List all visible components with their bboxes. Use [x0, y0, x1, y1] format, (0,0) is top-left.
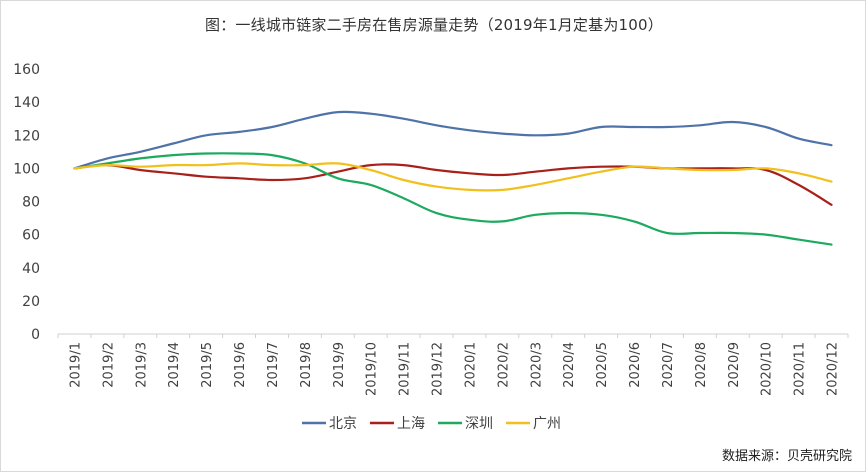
- x-tick-label: 2019/3: [134, 342, 149, 388]
- x-tick-label: 2020/3: [529, 342, 544, 388]
- y-tick-label: 160: [13, 62, 40, 78]
- x-tick-label: 2019/11: [398, 342, 413, 396]
- x-tick-label: 2019/12: [431, 342, 446, 396]
- x-tick-label: 2020/4: [562, 342, 577, 388]
- series-line-2: [73, 163, 833, 206]
- x-tick-label: 2019/10: [365, 342, 380, 396]
- x-tick-label: 2019/1: [68, 342, 83, 388]
- x-tick-label: 2019/9: [332, 342, 347, 388]
- chart-title: 图：一线城市链家二手房在售房源量走势（2019年1月定基为100）: [205, 16, 663, 34]
- legend-label: 广州: [533, 416, 561, 432]
- x-tick-label: 2020/1: [463, 342, 478, 388]
- series-line-1: [73, 110, 833, 170]
- x-tick-label: 2019/4: [167, 342, 182, 388]
- y-tick-label: 80: [22, 195, 40, 211]
- x-tick-label: 2019/2: [101, 342, 116, 388]
- legend-label: 北京: [329, 416, 357, 432]
- y-tick-label: 100: [13, 161, 40, 177]
- y-tick-label: 120: [13, 128, 40, 144]
- x-tick-label: 2020/12: [826, 342, 841, 396]
- data-source-note: 数据来源：贝壳研究院: [721, 449, 852, 464]
- y-tick-label: 140: [13, 95, 40, 111]
- x-tick-label: 2019/7: [266, 342, 281, 388]
- x-tick-label: 2020/11: [793, 342, 808, 396]
- x-tick-label: 2020/2: [496, 342, 511, 388]
- x-tick-label: 2019/8: [299, 342, 314, 388]
- x-tick-label: 2020/6: [628, 342, 643, 388]
- y-tick-label: 20: [22, 294, 40, 310]
- y-tick-label: 60: [22, 228, 40, 244]
- x-tick-label: 2019/5: [200, 342, 215, 388]
- x-tick-label: 2020/10: [760, 342, 775, 396]
- x-tick-label: 2020/5: [595, 342, 610, 388]
- series-line-3: [73, 152, 833, 246]
- y-tick-label: 0: [31, 327, 40, 343]
- x-tick-label: 2019/6: [233, 342, 248, 388]
- x-tick-label: 2020/9: [727, 342, 742, 388]
- legend-label: 上海: [397, 416, 425, 432]
- x-tick-label: 2020/7: [661, 342, 676, 388]
- legend-label: 深圳: [465, 416, 493, 432]
- series-line-4: [73, 162, 833, 192]
- x-tick-label: 2020/8: [694, 342, 709, 388]
- y-tick-label: 40: [22, 261, 40, 277]
